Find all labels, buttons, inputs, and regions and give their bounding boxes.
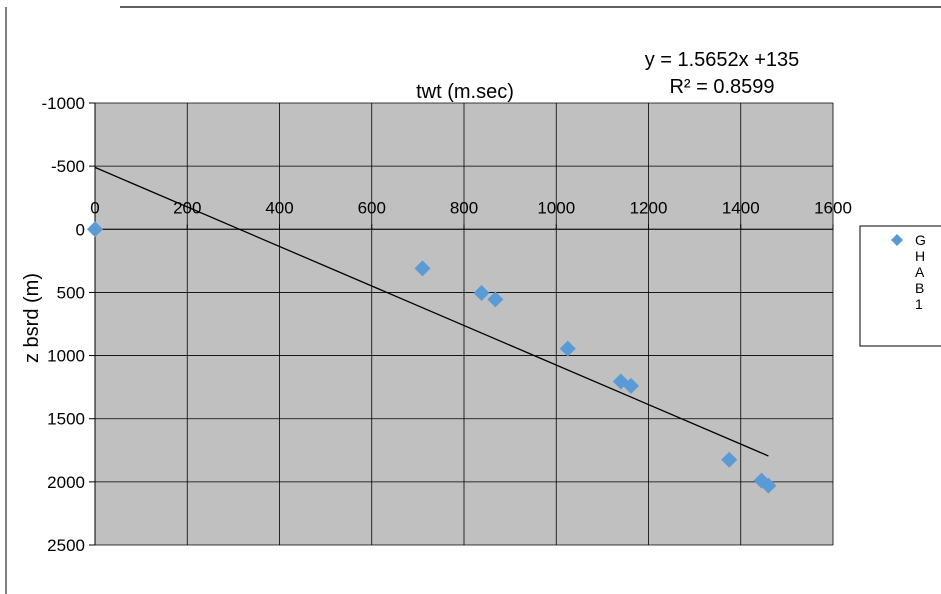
y-tick-label: 0	[76, 220, 85, 239]
y-axis-title: z bsrd (m)	[21, 273, 43, 363]
x-tick-label: 1000	[537, 198, 575, 217]
y-tick-label: 1000	[47, 347, 85, 366]
x-tick-label: 1400	[722, 198, 760, 217]
data-point	[622, 377, 639, 394]
legend-entry-text: B	[915, 280, 924, 296]
x-tick-label: 1600	[814, 198, 852, 217]
x-tick-label: 400	[265, 198, 293, 217]
data-points	[87, 221, 777, 494]
y-tick-label: 2000	[47, 473, 85, 492]
data-point	[721, 451, 738, 468]
y-tick-label: -500	[51, 157, 85, 176]
x-tick-label: 200	[173, 198, 201, 217]
x-tick-label: 800	[450, 198, 478, 217]
data-point	[559, 340, 576, 357]
data-point	[414, 260, 431, 277]
trendline	[94, 166, 769, 457]
y-tick-label: 1500	[47, 410, 85, 429]
data-point	[760, 477, 777, 494]
y-tick-label: 500	[57, 283, 85, 302]
legend-entry-text: 1	[915, 296, 923, 312]
data-point	[487, 291, 504, 308]
x-tick-label: 1200	[630, 198, 668, 217]
trendline-equation: y = 1.5652x +135	[645, 49, 800, 71]
legend-entry-text: H	[915, 248, 925, 264]
data-point	[87, 221, 103, 238]
y-tick-label: 2500	[47, 536, 85, 555]
legend-entry-text: A	[915, 264, 925, 280]
x-axis-title: twt (m.sec)	[416, 81, 514, 103]
grid-lines	[94, 102, 834, 546]
trendline-r-squared: R² = 0.8599	[669, 76, 774, 98]
data-point	[473, 285, 490, 302]
x-tick-label: 600	[358, 198, 386, 217]
legend-marker	[891, 234, 903, 246]
tick-labels: -1000 -500 0 500 1000 1500 2000 2500 0 200 400 600 8…	[42, 94, 852, 555]
y-tick-label: -1000	[42, 94, 85, 113]
legend-entry-text: G	[915, 232, 926, 248]
x-tick-label: 0	[90, 198, 99, 217]
legend-box	[859, 225, 941, 347]
